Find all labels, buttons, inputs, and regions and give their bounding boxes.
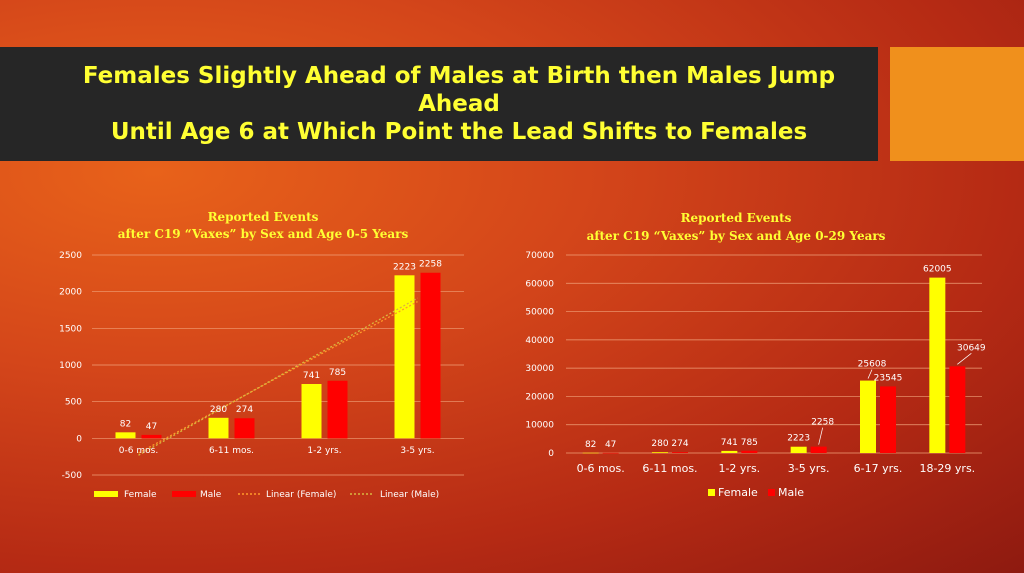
x-tick-label: 6-11 mos. [209,446,254,456]
x-tick-label: 0-6 mos. [577,462,625,475]
y-tick-label: 1500 [59,324,82,334]
legend-label: Linear (Female) [266,490,336,500]
chart1-title-line2: after C19 “Vaxes” by Sex and Age 0-5 Yea… [118,227,409,241]
bar-female [929,277,946,453]
x-tick-label: 0-6 mos. [119,446,158,456]
trendline-male [138,297,418,456]
legend-label: Male [778,486,804,499]
legend-swatch [708,489,715,496]
data-label-male: 47 [146,422,157,432]
x-tick-label: 6-17 yrs. [854,462,903,475]
label-leader-line [867,369,873,379]
bar-male [234,418,255,439]
bar-female [582,452,599,454]
data-label-female: 741 [721,438,738,448]
y-tick-label: 70000 [525,251,554,261]
slide-title-line2: Until Age 6 at Which Point the Lead Shif… [110,119,808,145]
y-tick-label: 10000 [525,421,554,431]
data-label-male: 785 [329,368,346,378]
bar-male [141,434,162,439]
y-tick-label: 500 [65,398,82,408]
data-label-female: 82 [120,419,131,429]
chart-0-5-years: Reported Events after C19 “Vaxes” by Sex… [59,210,464,500]
trendline-female [138,301,418,454]
label-leader-line [818,427,824,445]
bar-female [394,275,415,439]
bar-male [602,452,619,454]
legend-label: Female [124,490,157,500]
bar-male [880,386,896,453]
y-tick-label: -500 [62,471,83,481]
bar-female [860,380,876,453]
legend-swatch [94,491,118,497]
title-band: Females Slightly Ahead of Males at Birth… [0,47,878,161]
y-tick-label: 40000 [525,336,554,346]
y-tick-label: 20000 [525,392,554,402]
bar-female [721,450,738,453]
slide-title-line1: Females Slightly Ahead of Males at Birth… [82,63,836,117]
data-label-female: 2223 [787,434,810,444]
bar-male [949,366,966,453]
data-label-female: 62005 [923,265,952,275]
data-label-female: 82 [585,440,596,450]
x-tick-label: 6-11 mos. [642,462,697,475]
legend-label: Linear (Male) [380,490,439,500]
data-label-female: 280 [210,405,227,415]
bar-female [790,446,807,453]
data-label-female: 741 [303,371,320,381]
bar-male [420,272,441,439]
data-label-male: 30649 [957,343,986,353]
data-label-female: 2223 [393,262,416,272]
bar-male [327,380,348,439]
y-tick-label: 1000 [59,361,82,371]
label-leader-line [957,353,972,365]
bar-male [741,450,758,453]
slide-title: Females Slightly Ahead of Males at Birth… [0,62,878,146]
y-tick-label: 0 [76,434,82,444]
legend-label: Female [718,486,758,499]
y-tick-label: 2000 [59,288,82,298]
chart-0-29-years: Reported Events after C19 “Vaxes” by Sex… [525,211,986,499]
bar-female [301,383,322,439]
data-label-male: 2258 [419,260,442,270]
y-tick-label: 60000 [525,279,554,289]
data-label-male: 47 [605,440,616,450]
chart2-title-line1: Reported Events [681,211,792,225]
chart1-title-line1: Reported Events [208,210,319,224]
x-tick-label: 3-5 yrs. [400,446,434,456]
x-tick-label: 1-2 yrs. [718,462,760,475]
data-label-male: 23545 [874,373,903,383]
y-tick-label: 2500 [59,251,82,261]
legend-label: Male [200,490,222,500]
legend-swatch [172,491,196,497]
bar-female [208,417,229,439]
y-tick-label: 0 [548,449,554,459]
data-label-male: 274 [236,405,253,415]
data-label-male: 785 [741,438,758,448]
y-tick-label: 30000 [525,364,554,374]
y-tick-label: 50000 [525,308,554,318]
bar-male [672,452,688,453]
data-label-female: 280 [651,439,668,449]
x-tick-label: 18-29 yrs. [919,462,975,475]
data-label-male: 2258 [811,418,834,428]
data-label-male: 274 [671,439,688,449]
chart2-title-line2: after C19 “Vaxes” by Sex and Age 0-29 Ye… [587,229,886,243]
bar-male [810,446,827,453]
bar-female [652,452,668,453]
data-label-female: 25608 [858,360,887,370]
accent-box [890,47,1024,161]
bar-female [115,432,136,439]
x-tick-label: 1-2 yrs. [307,446,341,456]
legend-swatch [768,489,775,496]
x-tick-label: 3-5 yrs. [788,462,830,475]
